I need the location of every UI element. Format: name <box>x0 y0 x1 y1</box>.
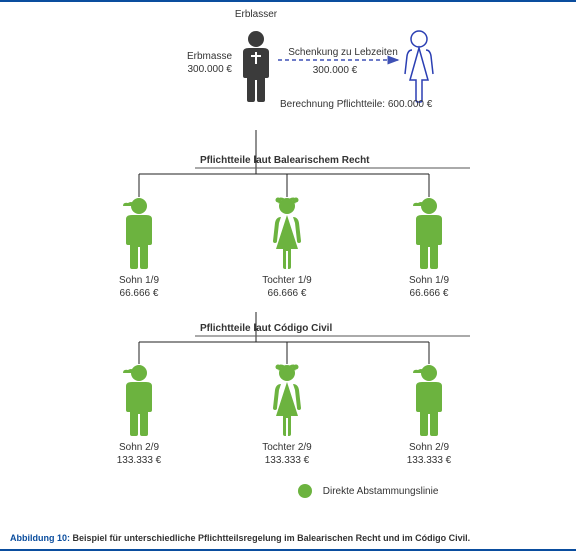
estate-label: Erbmasse 300.000 € <box>166 50 232 76</box>
r2c1-label: Sohn 2/9 133.333 € <box>103 441 175 467</box>
testator-label: Erblasser <box>228 8 284 21</box>
r2c1-share: Sohn 2/9 <box>119 442 159 453</box>
r2c3-amount: 133.333 € <box>407 455 452 466</box>
estate-label-text: Erbmasse <box>187 51 232 62</box>
r2c2-label: Tochter 2/9 133.333 € <box>251 441 323 467</box>
r1c2-share: Tochter 1/9 <box>262 275 311 286</box>
caption-tag: Abbildung 10: <box>10 533 70 543</box>
gift-label: Schenkung zu Lebzeiten <box>278 46 408 59</box>
r1c1-amount: 66.666 € <box>120 288 159 299</box>
r1c3-label: Sohn 1/9 66.666 € <box>393 274 465 300</box>
r2c3-share: Sohn 2/9 <box>409 442 449 453</box>
r1c3-amount: 66.666 € <box>410 288 449 299</box>
gift-amount: 300.000 € <box>300 64 370 77</box>
r1c2-label: Tochter 1/9 66.666 € <box>251 274 323 300</box>
calc-label: Berechnung Pflichtteile: 600.000 € <box>280 98 500 111</box>
legend-text: Direkte Abstammungslinie <box>323 486 439 497</box>
caption-text: Beispiel für unterschiedliche Pflichttei… <box>73 533 471 543</box>
r1c1-label: Sohn 1/9 66.666 € <box>103 274 175 300</box>
r1c1-share: Sohn 1/9 <box>119 275 159 286</box>
legend: Direkte Abstammungslinie <box>298 484 498 498</box>
r2c2-share: Tochter 2/9 <box>262 442 311 453</box>
r2c2-amount: 133.333 € <box>265 455 310 466</box>
gift-label-text: Schenkung zu Lebzeiten <box>288 47 398 58</box>
estate-amount: 300.000 € <box>188 64 233 75</box>
figure-caption: Abbildung 10: Beispiel für unterschiedli… <box>10 533 470 543</box>
inheritance-diagram: Erblasser Erbmasse 300.000 € Schenkung z… <box>0 2 576 522</box>
r2c3-label: Sohn 2/9 133.333 € <box>393 441 465 467</box>
section2-header: Pflichtteile laut Código Civil <box>200 322 460 335</box>
r1c3-share: Sohn 1/9 <box>409 275 449 286</box>
section1-header: Pflichtteile laut Balearischem Recht <box>200 154 460 167</box>
r2c1-amount: 133.333 € <box>117 455 162 466</box>
legend-dot-icon <box>298 484 312 498</box>
r1c2-amount: 66.666 € <box>268 288 307 299</box>
